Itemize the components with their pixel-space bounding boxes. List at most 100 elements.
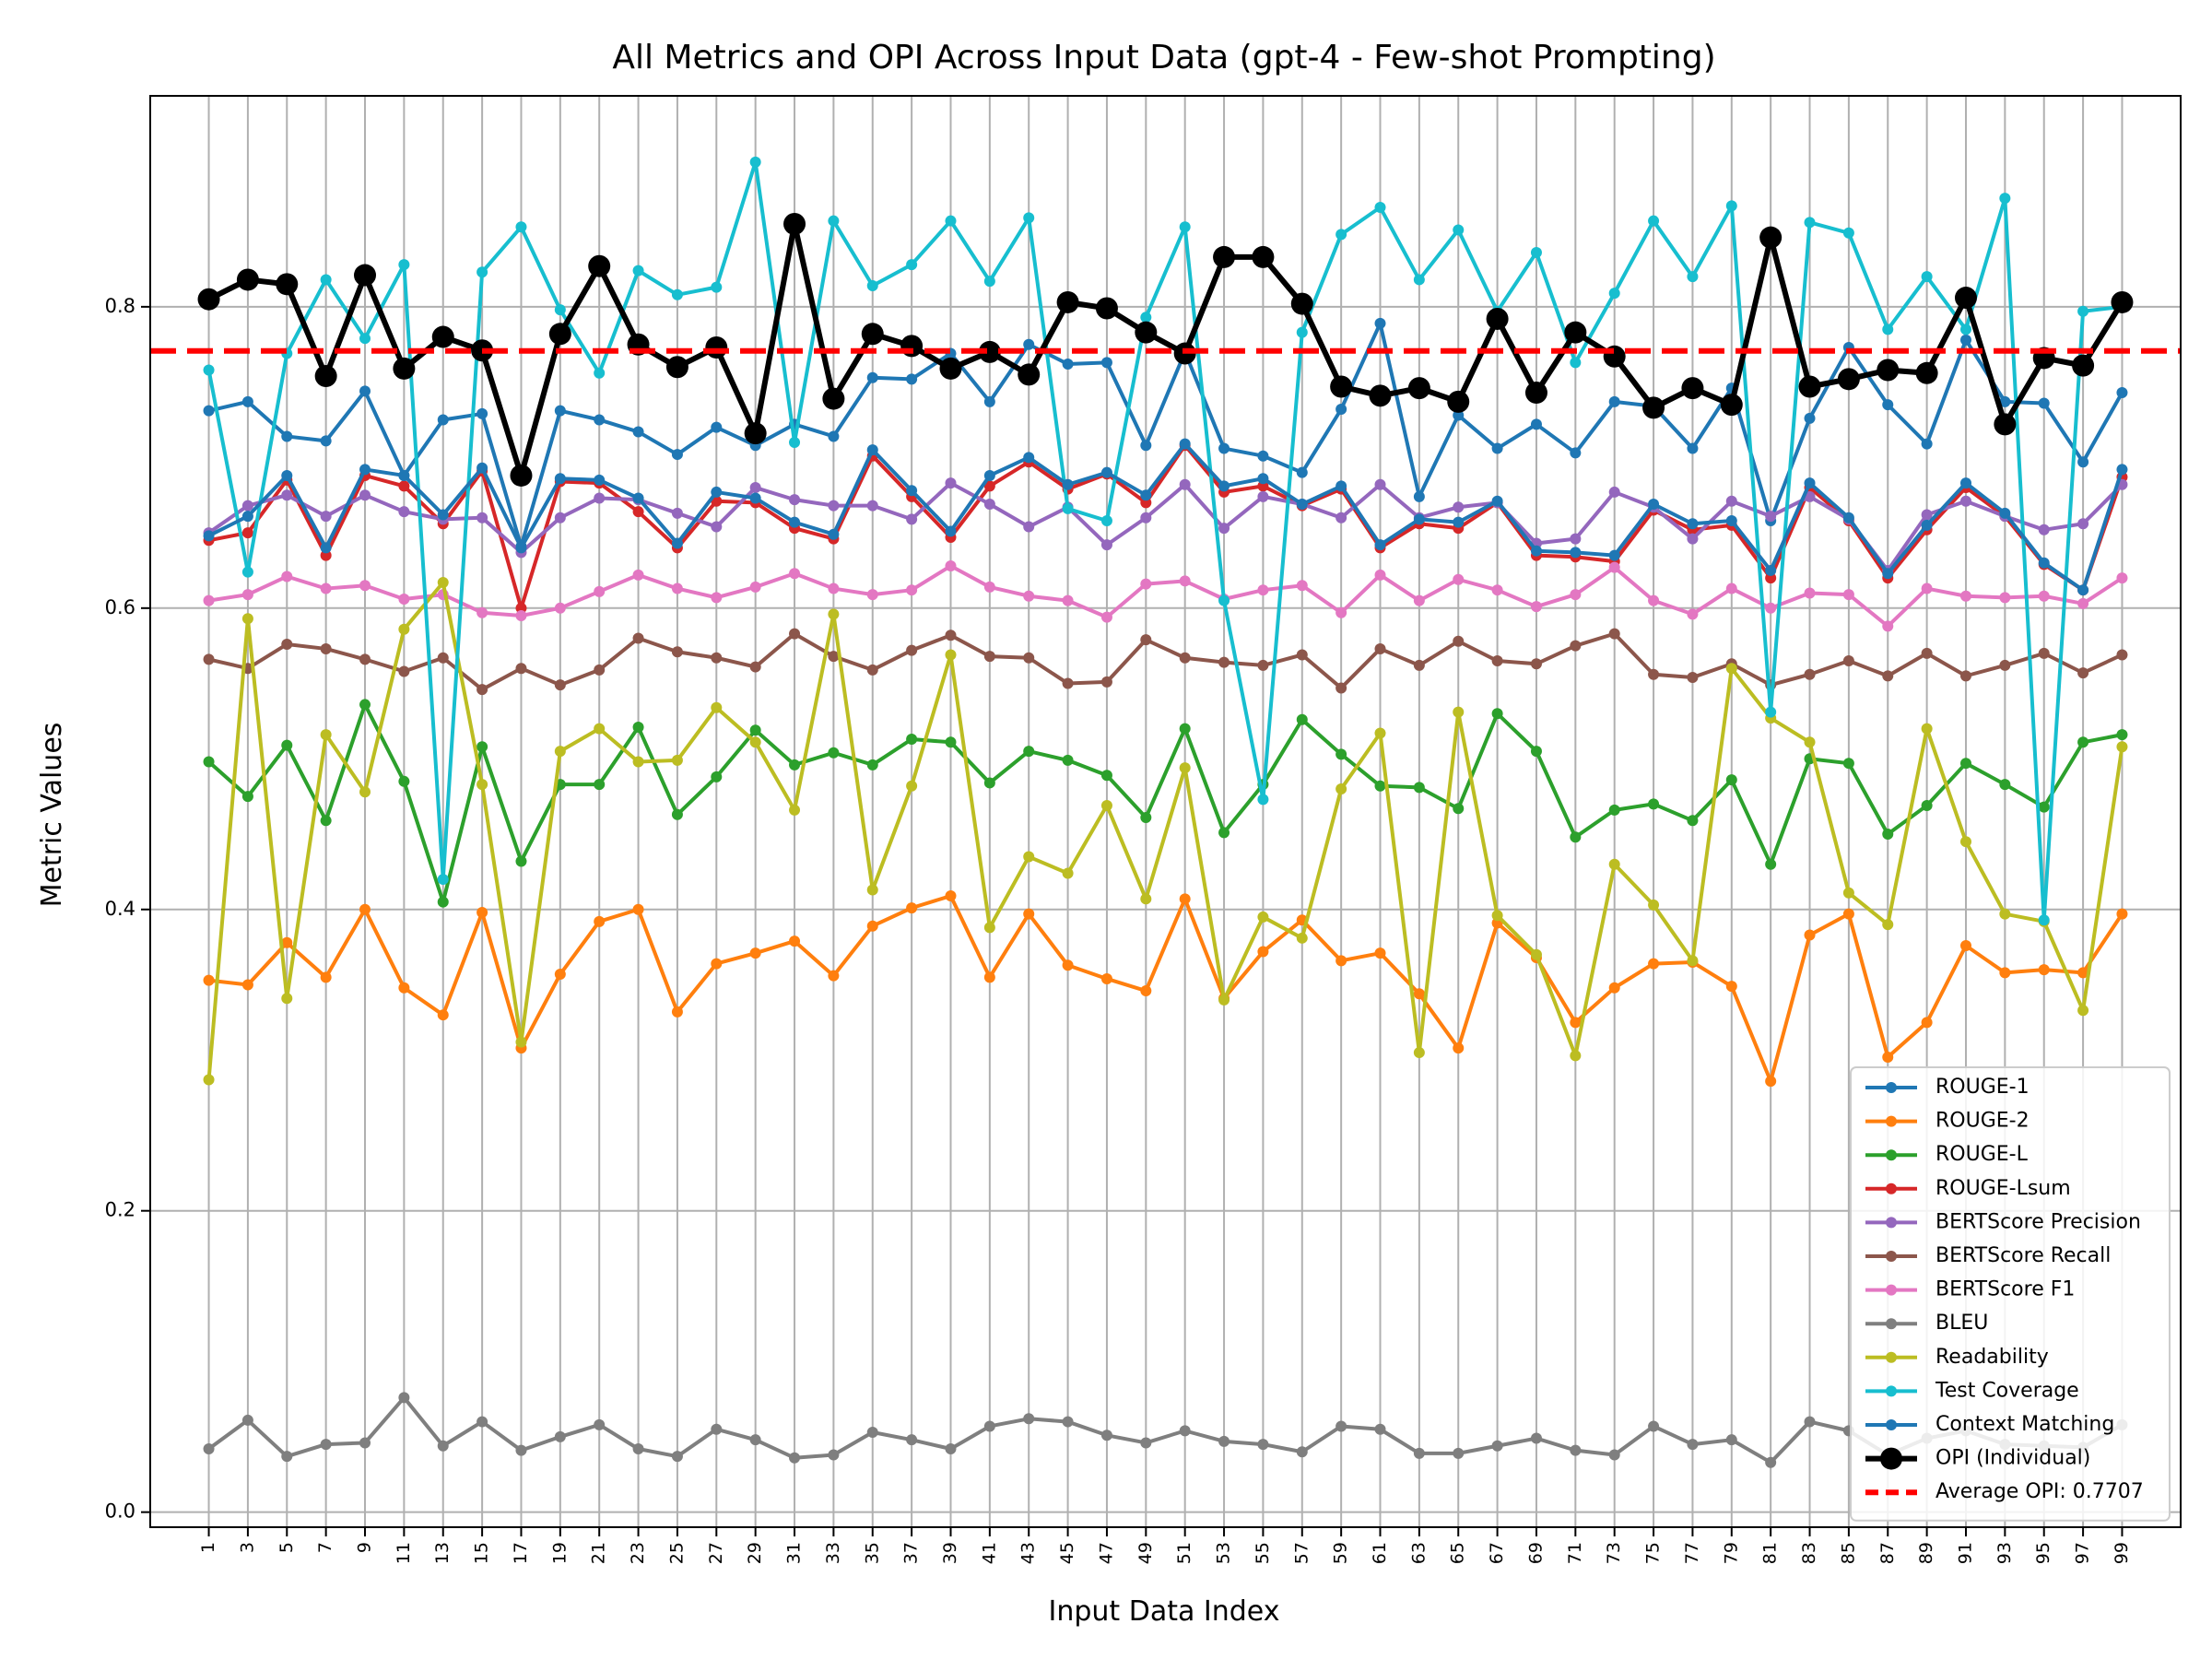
data-point <box>477 907 488 919</box>
data-point <box>1296 326 1308 338</box>
data-point <box>789 759 801 771</box>
data-point <box>1374 947 1386 959</box>
data-point <box>1570 589 1582 601</box>
data-point <box>1765 564 1777 576</box>
data-point <box>1765 511 1777 523</box>
data-point <box>1999 779 2011 791</box>
data-point <box>1374 642 1386 654</box>
data-point <box>671 1006 683 1018</box>
data-point <box>437 1440 449 1452</box>
data-point <box>359 903 371 915</box>
data-point <box>1218 1435 1230 1447</box>
data-point <box>1486 307 1509 330</box>
data-point <box>2116 908 2128 920</box>
data-point <box>1453 1447 1465 1459</box>
x-tick-label: 71 <box>1565 1542 1585 1564</box>
legend-marker <box>1886 1351 1897 1363</box>
data-point <box>1804 490 1816 502</box>
data-point <box>1335 748 1347 760</box>
data-point <box>1648 958 1660 970</box>
data-point <box>1570 640 1582 652</box>
data-point <box>241 613 253 625</box>
data-point <box>1179 1425 1191 1437</box>
data-point <box>276 273 299 296</box>
data-point <box>1257 794 1269 806</box>
data-point <box>1374 727 1386 739</box>
data-point <box>197 288 220 311</box>
data-point <box>1140 512 1152 524</box>
data-point <box>594 585 606 597</box>
data-point <box>828 1449 840 1461</box>
data-point <box>1335 782 1347 794</box>
series-line <box>208 321 2124 548</box>
data-point <box>945 1442 957 1454</box>
data-point <box>1100 1430 1112 1441</box>
data-point <box>1648 798 1660 810</box>
data-point <box>632 492 644 504</box>
data-point <box>671 808 683 820</box>
data-point <box>1687 815 1699 827</box>
data-point <box>1759 226 1783 249</box>
data-point <box>554 746 566 758</box>
data-point <box>241 500 253 512</box>
data-point <box>1135 321 1158 344</box>
data-point <box>1179 893 1191 905</box>
data-point <box>1921 647 1933 659</box>
data-point <box>1140 893 1152 905</box>
data-point <box>983 276 995 288</box>
x-tick-label: 45 <box>1057 1542 1077 1564</box>
data-point <box>945 477 957 489</box>
data-point <box>1608 288 1620 300</box>
data-point <box>671 537 683 549</box>
data-point <box>281 739 293 751</box>
data-point <box>828 500 840 512</box>
data-point <box>203 364 215 376</box>
data-point <box>1062 502 1074 514</box>
data-point <box>983 581 995 593</box>
data-point <box>1374 201 1386 213</box>
legend-marker <box>1880 1447 1902 1470</box>
data-point <box>1296 1446 1308 1458</box>
data-point <box>983 499 995 511</box>
x-tick-label: 13 <box>432 1542 453 1564</box>
legend-item: BERTScore F1 <box>1865 1278 2075 1301</box>
data-point <box>594 492 606 504</box>
series-bleu <box>203 1392 2128 1468</box>
data-point <box>1100 514 1112 526</box>
data-point <box>1570 547 1582 559</box>
data-point <box>828 747 840 759</box>
x-tick-label: 41 <box>979 1542 999 1564</box>
data-point <box>359 786 371 798</box>
data-point <box>241 566 253 578</box>
data-point <box>828 651 840 663</box>
data-point <box>594 367 606 379</box>
y-tick-label: 0.6 <box>105 596 135 618</box>
data-point <box>1062 478 1074 490</box>
data-point <box>1179 575 1191 587</box>
data-point <box>1804 736 1816 748</box>
series-rouge-l <box>203 699 2128 908</box>
data-point <box>203 756 215 768</box>
y-tick-label: 0.2 <box>105 1199 135 1221</box>
legend-label: Test Coverage <box>1935 1379 2079 1402</box>
data-point <box>711 486 723 498</box>
data-point <box>1213 245 1236 268</box>
data-point <box>632 756 644 768</box>
data-point <box>1257 659 1269 671</box>
data-point <box>203 1442 215 1454</box>
data-point <box>665 356 688 379</box>
data-point <box>1959 670 1971 682</box>
x-tick-label: 57 <box>1291 1542 1312 1564</box>
data-point <box>1374 317 1386 329</box>
data-point <box>281 430 293 442</box>
data-point <box>241 979 253 991</box>
x-tick-label: 69 <box>1525 1542 1546 1564</box>
data-point <box>1999 507 2011 519</box>
data-point <box>1570 1017 1582 1029</box>
data-point <box>828 430 840 442</box>
data-point <box>789 1452 801 1464</box>
data-point <box>1296 649 1308 661</box>
data-point <box>866 371 878 383</box>
data-point <box>945 890 957 902</box>
axes: 1 3 5 7 9 11 13 15 17 19 21 23 25 27 29 31 33 35 37 39 41 43 4… <box>105 295 2132 1564</box>
